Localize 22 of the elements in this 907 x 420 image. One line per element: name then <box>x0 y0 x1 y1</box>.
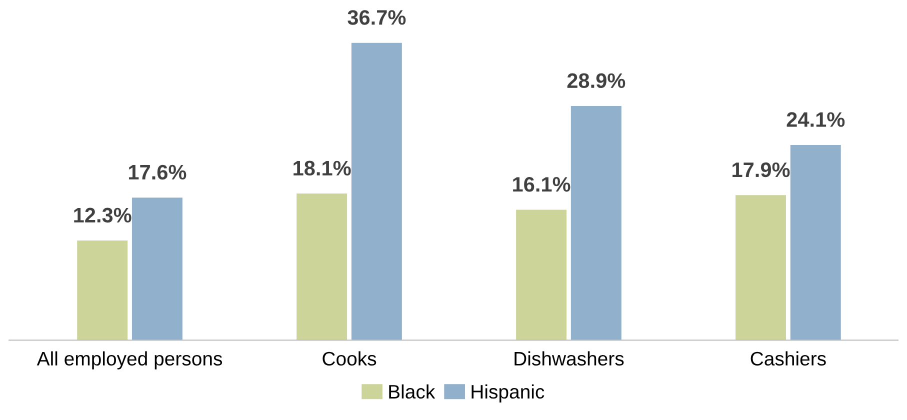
data-label: 17.6% <box>128 164 186 180</box>
data-label: 16.1% <box>513 177 570 192</box>
x-tick-label: All employed persons <box>36 351 222 370</box>
data-label: 18.1% <box>294 160 351 176</box>
bar <box>296 194 348 340</box>
bar <box>736 195 786 340</box>
x-tick-label: Cooks <box>322 351 376 366</box>
bar <box>516 210 567 340</box>
data-label: 36.7% <box>348 10 406 25</box>
bar <box>570 106 622 340</box>
x-tick-label: Dishwashers <box>514 351 624 366</box>
bar <box>132 198 182 340</box>
data-label: 28.9% <box>567 73 626 88</box>
bar <box>77 240 128 340</box>
data-label: 17.9% <box>732 162 790 178</box>
data-label: 24.1% <box>786 112 845 127</box>
legend-label: Black <box>389 384 436 399</box>
bar <box>351 42 402 340</box>
data-label: 12.3% <box>74 208 132 223</box>
bar <box>790 144 841 340</box>
legend-label: Hispanic <box>472 384 544 402</box>
x-tick-label: Cashiers <box>750 351 826 366</box>
